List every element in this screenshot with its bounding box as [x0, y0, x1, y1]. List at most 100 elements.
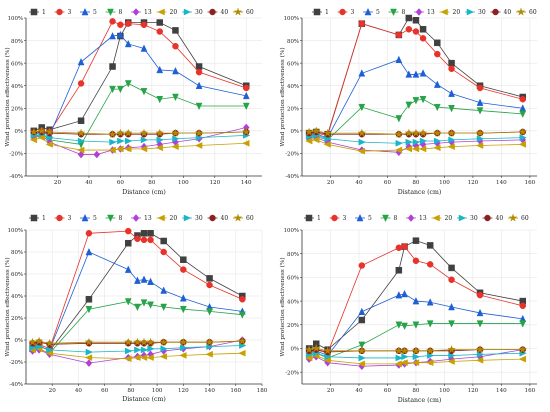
series-line — [32, 251, 243, 351]
legend-item: 30 — [457, 214, 478, 222]
data-point — [412, 296, 420, 305]
legend-marker — [440, 8, 448, 16]
legend-label: 30 — [470, 215, 478, 222]
data-point — [147, 345, 155, 353]
data-point — [447, 358, 455, 365]
y-tick-label: -40% — [9, 174, 23, 180]
data-point — [125, 137, 133, 145]
data-point — [195, 68, 203, 76]
series-8 — [30, 80, 250, 149]
x-tick-label: 140 — [204, 388, 215, 394]
x-tick-label: 20 — [54, 180, 62, 186]
data-point — [85, 247, 93, 256]
data-point — [147, 230, 154, 237]
data-point — [85, 230, 93, 237]
data-point — [77, 150, 85, 159]
data-point — [394, 360, 403, 368]
series-line — [32, 232, 243, 352]
series-line — [33, 34, 247, 136]
legend-label: 8 — [119, 9, 123, 16]
data-point — [156, 19, 163, 26]
data-point — [448, 276, 455, 284]
legend-label: 13 — [144, 215, 152, 222]
legend-item: 8 — [388, 8, 406, 16]
legend-label: 1 — [42, 215, 46, 222]
x-tick-label: 80 — [148, 180, 156, 186]
data-point — [475, 344, 485, 354]
data-point — [206, 275, 213, 282]
legend-marker — [458, 214, 467, 222]
series-60 — [29, 126, 251, 139]
data-point — [358, 316, 366, 324]
data-point — [305, 354, 313, 362]
x-tick-label: 20 — [49, 388, 57, 394]
y-tick-label: 0% — [290, 347, 299, 353]
data-point — [475, 142, 484, 149]
data-point — [172, 27, 179, 34]
legend-label: 8 — [394, 215, 398, 222]
data-point — [395, 55, 403, 64]
data-point — [117, 85, 124, 94]
data-point — [434, 39, 441, 47]
y-tick-label: 80% — [287, 252, 299, 258]
data-point — [425, 346, 435, 355]
data-point — [195, 63, 203, 70]
y-tick-label: 0% — [290, 129, 299, 135]
data-point — [395, 354, 403, 362]
data-point — [447, 344, 457, 354]
legend-label: 30 — [195, 215, 203, 222]
data-point — [117, 30, 124, 39]
data-point — [412, 17, 420, 24]
data-point — [476, 320, 484, 328]
data-point — [140, 230, 148, 237]
legend-label: 20 — [453, 9, 461, 16]
data-point — [206, 308, 213, 316]
y-tick-label: 40% — [287, 299, 299, 305]
legend-item: 5 — [80, 213, 97, 222]
legend-marker — [305, 214, 313, 222]
data-point — [115, 128, 125, 137]
x-tick-label: 60 — [117, 180, 125, 186]
data-point — [140, 275, 148, 283]
legend-label: 13 — [427, 9, 435, 16]
x-tick-label: 60 — [101, 388, 109, 394]
data-point — [426, 242, 434, 249]
series-line — [33, 20, 247, 134]
x-tick-label: 140 — [241, 180, 252, 186]
x-tick-label: 20 — [327, 180, 335, 186]
legend-marker — [356, 213, 364, 222]
data-point — [412, 257, 420, 265]
series-60 — [304, 126, 528, 139]
data-point — [448, 59, 455, 67]
data-point — [475, 356, 484, 364]
legend-label: 1 — [317, 215, 321, 222]
series-60 — [28, 336, 247, 348]
y-tick-label: 80% — [11, 250, 23, 256]
data-point — [395, 321, 403, 329]
y-ticks: -40% -20% 0% 20% 40% 60% 80% 100% — [8, 16, 26, 180]
legend-label: 5 — [368, 215, 372, 222]
series-13 — [30, 123, 250, 159]
legend-label: 8 — [402, 9, 406, 16]
data-point — [412, 28, 420, 35]
y-tick-label: 100% — [284, 16, 299, 22]
data-point — [45, 338, 55, 348]
data-point — [447, 128, 457, 137]
data-point — [433, 103, 441, 112]
data-point — [311, 343, 321, 353]
data-point — [418, 145, 427, 153]
x-ticks: 20 40 60 80 100 120 140 — [54, 176, 252, 186]
x-tick-label: 100 — [152, 388, 163, 394]
data-point — [358, 262, 366, 269]
legend-marker — [183, 8, 192, 16]
legend-item: 40 — [490, 8, 512, 16]
x-tick-label: 100 — [178, 180, 189, 186]
data-point — [156, 136, 164, 144]
x-tick-label: 80 — [127, 388, 135, 394]
data-point — [85, 305, 93, 314]
legend-marker — [132, 214, 140, 222]
data-point — [172, 66, 179, 75]
data-point — [323, 356, 331, 364]
legend-label: 40 — [504, 9, 512, 16]
data-point — [195, 102, 203, 111]
